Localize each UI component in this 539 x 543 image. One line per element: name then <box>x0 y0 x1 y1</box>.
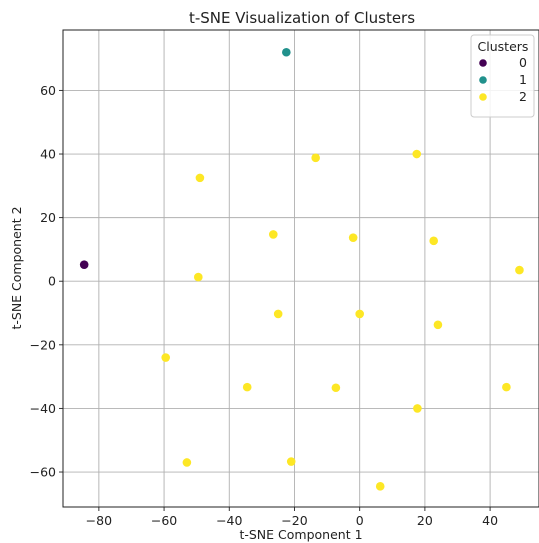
grid <box>63 30 539 507</box>
x-tick-label: −40 <box>216 513 242 528</box>
x-tick-label: −60 <box>151 513 177 528</box>
cluster-2-point <box>242 382 252 392</box>
cluster-0-point <box>79 260 89 269</box>
plot-area <box>62 29 539 508</box>
y-axis-label: t-SNE Component 2 <box>9 206 24 329</box>
x-tick-label: 40 <box>482 513 498 528</box>
cluster-2-point <box>273 309 283 319</box>
legend-marker-1 <box>479 76 487 84</box>
cluster-2-point <box>311 153 320 163</box>
legend-marker-2 <box>479 93 487 101</box>
cluster-1-point <box>282 47 291 57</box>
x-tick-label: −80 <box>86 513 112 528</box>
cluster-2-point <box>161 353 170 362</box>
y-tick-label: 60 <box>40 83 56 98</box>
legend: Clusters 0 1 2 <box>470 34 535 118</box>
cluster-2-point <box>195 173 205 183</box>
legend-marker-0 <box>479 59 487 67</box>
cluster-2-point <box>182 458 192 467</box>
cluster-2-point <box>433 320 443 330</box>
x-tick-label: −20 <box>281 513 307 528</box>
cluster-2-point <box>502 382 511 392</box>
data-points <box>79 47 524 491</box>
cluster-2-point <box>331 383 341 393</box>
y-tick-label: −60 <box>30 465 56 480</box>
cluster-2-point <box>429 236 438 246</box>
cluster-2-point <box>515 265 524 275</box>
legend-title: Clusters <box>478 39 529 54</box>
y-tick-label: −20 <box>30 337 56 352</box>
y-tick-label: 0 <box>48 274 56 289</box>
cluster-2-point <box>412 149 422 159</box>
cluster-2-point <box>375 482 385 491</box>
cluster-2-point <box>413 404 422 413</box>
y-tick-label: −40 <box>30 401 56 416</box>
x-axis-label: t-SNE Component 1 <box>239 527 362 542</box>
legend-label-0: 0 <box>519 55 527 70</box>
legend-label-1: 1 <box>519 72 527 87</box>
cluster-2-point <box>268 230 278 239</box>
axis-ticks: −80 −60 −40 −20 0 20 40 −60 −40 −20 0 20 40 60 <box>30 83 498 528</box>
cluster-2-point <box>194 272 203 282</box>
y-tick-label: 20 <box>40 210 56 225</box>
x-tick-label: 0 <box>356 513 364 528</box>
cluster-2-point <box>355 309 364 319</box>
legend-label-2: 2 <box>519 89 527 104</box>
cluster-2-point <box>286 457 296 466</box>
chart-title: t-SNE Visualization of Clusters <box>189 9 415 27</box>
cluster-2-point <box>348 233 358 242</box>
x-tick-label: 20 <box>417 513 433 528</box>
y-tick-label: 40 <box>40 147 56 162</box>
